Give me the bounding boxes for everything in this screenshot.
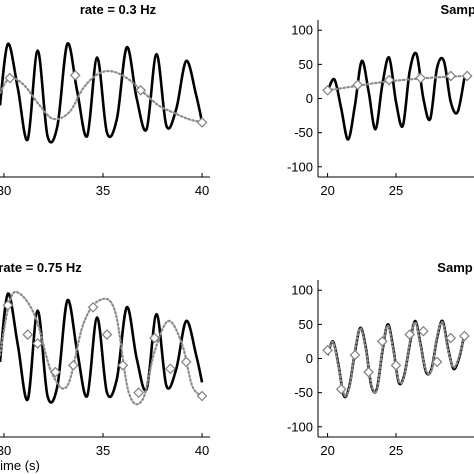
sample-point-marker bbox=[180, 356, 192, 368]
x-tick-label: 35 bbox=[96, 183, 110, 198]
sample-point-marker bbox=[352, 79, 364, 91]
x-tick-label: 40 bbox=[195, 443, 209, 458]
sample-point-marker bbox=[22, 329, 34, 340]
chart-title: rate = 0.75 Hz bbox=[0, 260, 82, 275]
sample-point-marker bbox=[67, 359, 79, 371]
sample-point-marker bbox=[149, 332, 160, 344]
y-tick-label: 0 bbox=[306, 351, 313, 366]
chart-panel-top-right: Sampl 20 25 -100 -50 0 50 100 bbox=[287, 2, 474, 198]
sample-point-marker bbox=[461, 70, 473, 82]
y-tick-label: -50 bbox=[294, 385, 313, 400]
y-tick-label: -50 bbox=[294, 125, 313, 140]
sample-point-marker bbox=[431, 356, 443, 368]
y-tick-label: 50 bbox=[299, 57, 313, 72]
sample-point-marker bbox=[322, 84, 333, 96]
y-tick-label: 100 bbox=[291, 23, 313, 38]
sample-point-marker bbox=[445, 70, 457, 82]
series-line-original bbox=[0, 292, 204, 404]
sample-point-marker bbox=[363, 366, 374, 378]
y-tick-label: 100 bbox=[291, 283, 313, 298]
sample-point-marker bbox=[349, 349, 361, 361]
x-tick-label: 20 bbox=[320, 183, 334, 198]
sample-point-marker bbox=[383, 74, 395, 86]
chart-panel-bottom-right: Samp 20 25 -100 -50 0 50 100 bbox=[287, 260, 474, 458]
chart-title: Samp bbox=[437, 260, 472, 275]
series-line-sampled bbox=[0, 69, 204, 124]
x-tick-label: 30 bbox=[0, 443, 11, 458]
x-tick-label: 35 bbox=[96, 443, 110, 458]
x-tick-label: 25 bbox=[389, 183, 403, 198]
series-line-sampled bbox=[0, 290, 204, 406]
sample-point-marker bbox=[101, 329, 113, 340]
sample-point-marker bbox=[322, 344, 333, 356]
chart-title: Sampl bbox=[440, 2, 474, 17]
chart-panel-top-left: rate = 0.3 Hz 30 35 40 bbox=[0, 2, 210, 198]
x-tick-label: 40 bbox=[195, 183, 209, 198]
series-line-original bbox=[326, 319, 466, 399]
sample-point-marker bbox=[196, 390, 208, 402]
chart-panel-bottom-left: rate = 0.75 Hz ime (s) 30 35 40 bbox=[0, 260, 210, 473]
sample-point-marker bbox=[165, 363, 176, 375]
chart-title: rate = 0.3 Hz bbox=[80, 2, 157, 17]
sample-point-marker bbox=[87, 301, 99, 313]
series-line-original bbox=[326, 51, 466, 141]
sample-point-marker bbox=[135, 84, 147, 96]
sample-point-marker bbox=[415, 72, 426, 84]
x-axis-label: ime (s) bbox=[0, 458, 40, 473]
y-tick-label: 50 bbox=[299, 317, 313, 332]
sample-point-marker bbox=[335, 383, 347, 395]
sample-point-marker bbox=[390, 359, 402, 371]
sample-point-marker bbox=[69, 69, 81, 81]
sample-point-marker bbox=[32, 338, 43, 349]
sample-point-marker bbox=[376, 336, 388, 347]
sample-point-marker bbox=[50, 366, 61, 378]
sample-point-marker bbox=[133, 387, 145, 398]
sample-point-marker bbox=[196, 117, 208, 128]
y-tick-label: 0 bbox=[306, 91, 313, 106]
sample-point-marker bbox=[117, 359, 129, 371]
sample-point-marker bbox=[445, 332, 457, 344]
x-tick-label: 30 bbox=[0, 183, 11, 198]
x-tick-label: 20 bbox=[320, 443, 334, 458]
y-tick-label: -100 bbox=[287, 159, 313, 174]
series-line-sampled bbox=[326, 74, 466, 92]
sample-point-marker bbox=[418, 325, 429, 337]
sample-point-marker bbox=[459, 330, 470, 342]
sample-point-marker bbox=[4, 72, 16, 84]
sample-point-marker bbox=[2, 299, 14, 311]
x-tick-label: 25 bbox=[389, 443, 403, 458]
y-tick-label: -100 bbox=[287, 419, 313, 434]
series-line-original bbox=[0, 42, 204, 144]
sample-point-marker bbox=[404, 329, 416, 340]
